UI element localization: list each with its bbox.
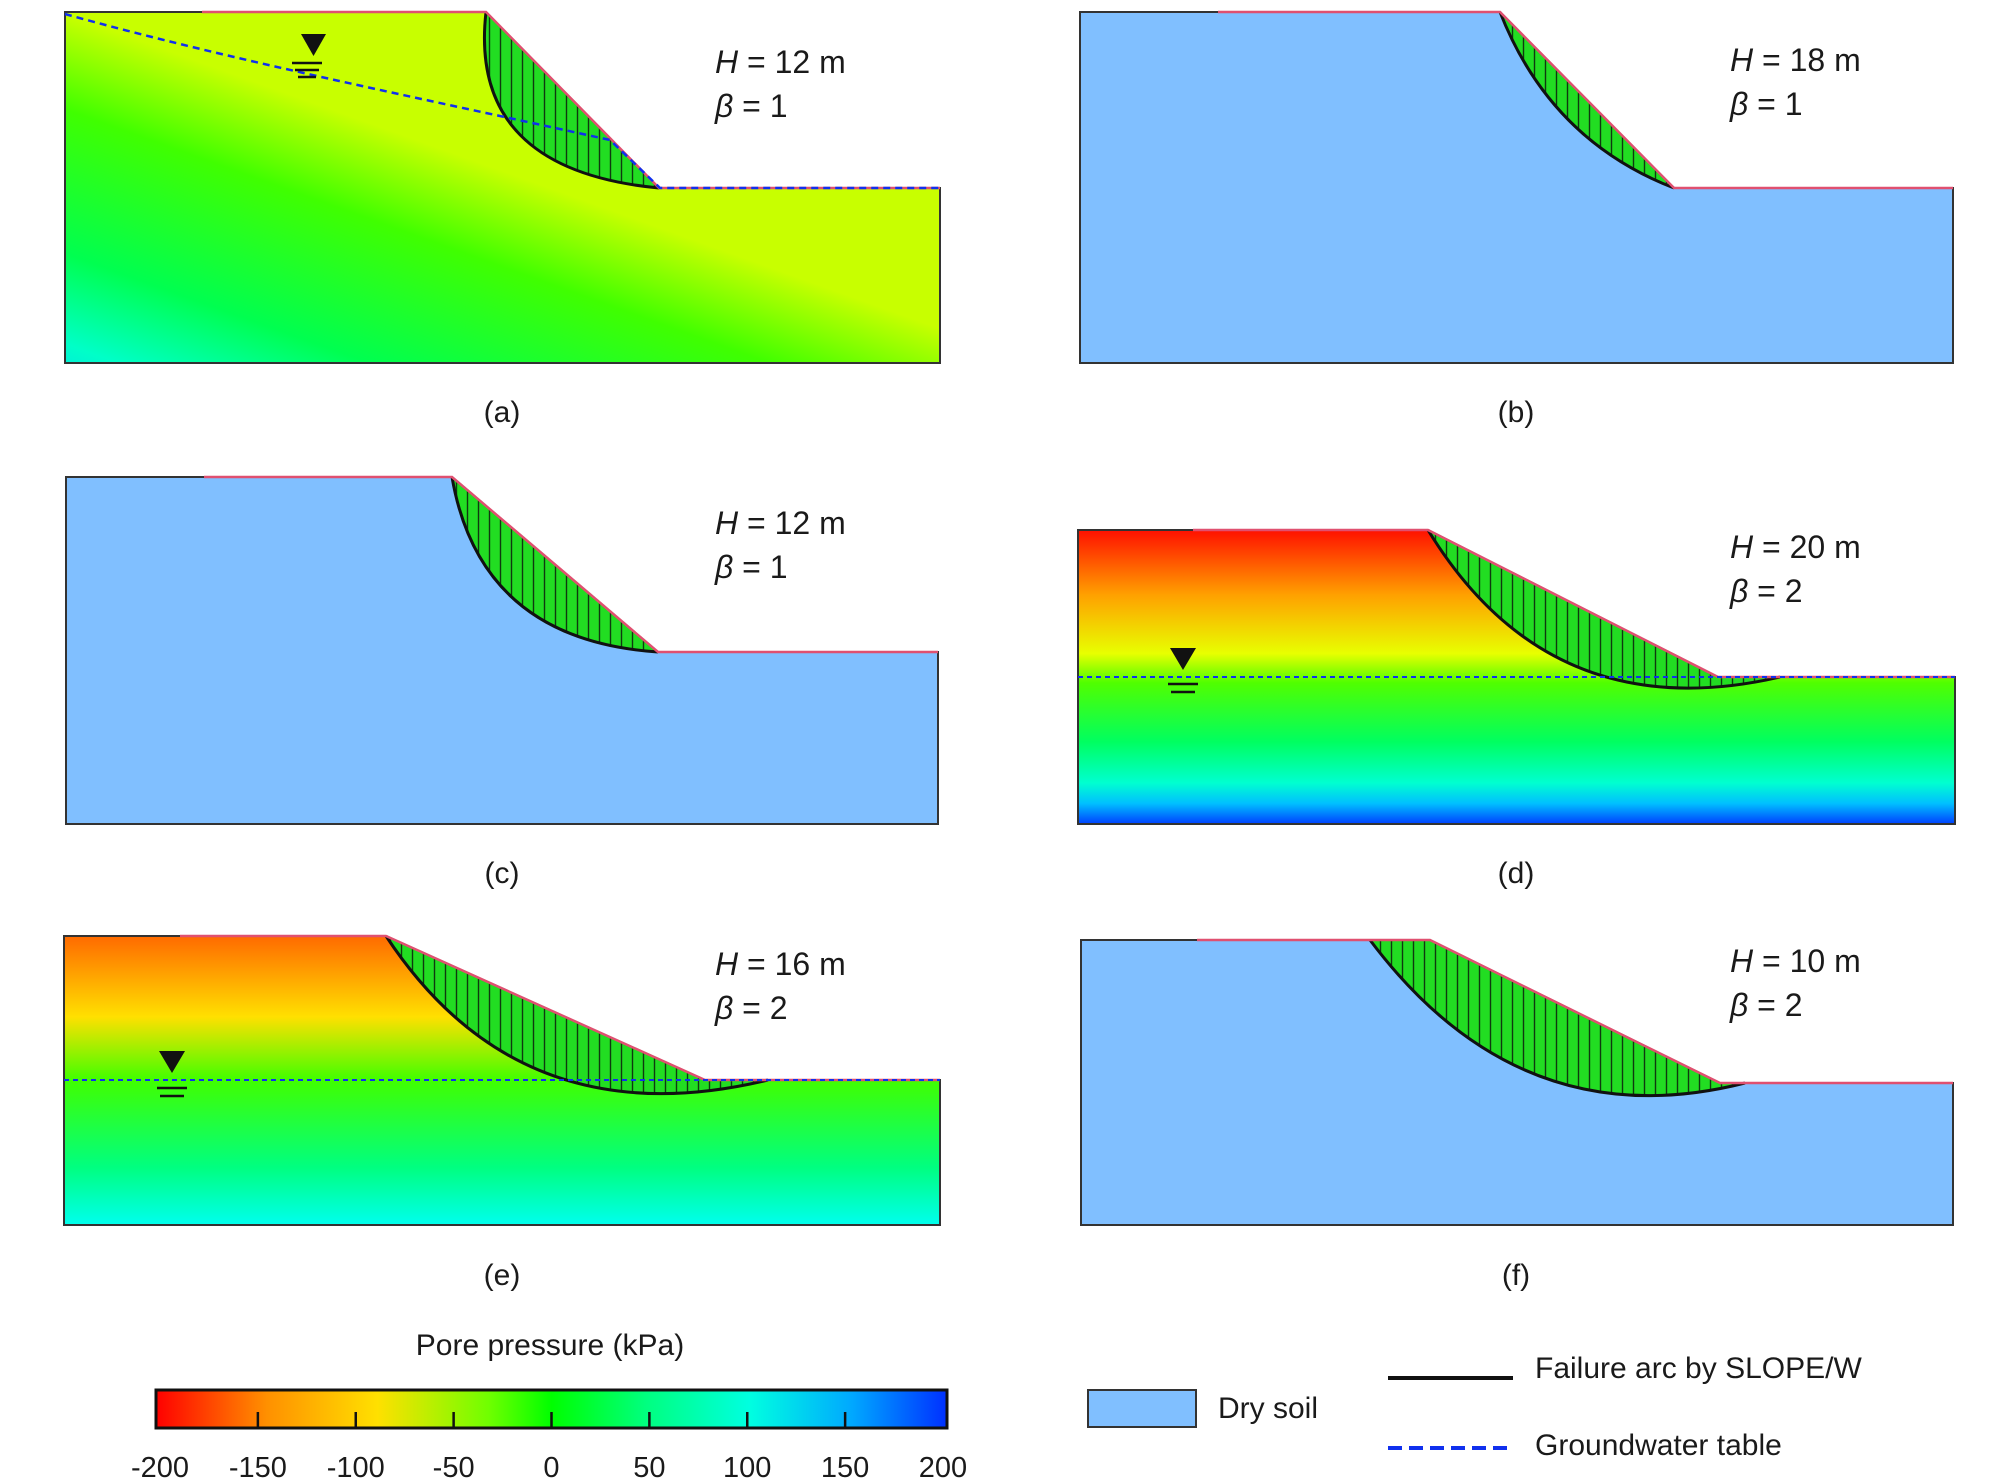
height-value: = 12 m: [738, 44, 846, 80]
dry-soil-swatch: [1087, 1389, 1197, 1428]
legend: Dry soil Failure arc by SLOPE/W Groundwa…: [1087, 1352, 1862, 1462]
panel-label: (c): [485, 857, 520, 890]
colorbar-tick-label: 50: [633, 1452, 665, 1479]
height-symbol: H: [1730, 943, 1754, 979]
colorbar-tick-label: 0: [543, 1452, 559, 1479]
beta-value: = 1: [733, 88, 787, 124]
colorbar-tick-label: 150: [821, 1452, 869, 1479]
beta-symbol: β: [1729, 86, 1748, 122]
groundwater-table: [64, 12, 940, 190]
svg-text:β = 1: β = 1: [714, 549, 788, 585]
svg-text:β = 2: β = 2: [714, 990, 788, 1026]
failure-arc: [1498, 11, 1675, 190]
height-symbol: H: [1730, 42, 1754, 78]
height-value: = 12 m: [738, 505, 846, 541]
height-symbol: H: [715, 946, 739, 982]
slope-surface: [1197, 938, 1953, 1085]
colorbar-tick-label: -100: [327, 1452, 385, 1479]
height-value: = 20 m: [1753, 529, 1861, 565]
beta-value: = 2: [733, 990, 787, 1026]
water-table-symbol: [292, 34, 326, 79]
beta-value: = 2: [1748, 987, 1802, 1023]
beta-symbol: β: [714, 88, 733, 124]
failure-arc: [384, 935, 769, 1096]
beta-symbol: β: [1729, 987, 1748, 1023]
colorbar-tick-label: 200: [919, 1452, 967, 1479]
panel-label: (d): [1498, 857, 1535, 890]
height-symbol: H: [715, 44, 739, 80]
beta-symbol: β: [714, 549, 733, 585]
failure-arc: [1426, 529, 1781, 690]
water-table-symbol: [157, 1051, 187, 1098]
panel-e: H = 16 m β = 2 (e): [63, 934, 941, 1292]
panel-label: (b): [1498, 396, 1535, 429]
panel-label: (e): [484, 1259, 521, 1292]
failure-arc-label: Failure arc by SLOPE/W: [1535, 1352, 1862, 1385]
panel-b: H = 18 m β = 1 (b): [1079, 10, 1954, 429]
panel-d: H = 20 m β = 2 (d): [1077, 528, 1956, 890]
svg-text:H = 12 m: H = 12 m: [715, 505, 846, 541]
svg-text:H = 10 m: H = 10 m: [1730, 943, 1861, 979]
slope-surface: [1218, 10, 1953, 190]
panel-f: H = 10 m β = 2 (f): [1080, 938, 1954, 1292]
beta-value: = 2: [1748, 573, 1802, 609]
failure-mass: [386, 936, 768, 1094]
slope-surface: [204, 475, 938, 654]
svg-text:β = 1: β = 1: [1729, 86, 1803, 122]
beta-value: = 1: [733, 549, 787, 585]
colorbar-tick-label: -200: [131, 1452, 189, 1479]
height-symbol: H: [715, 505, 739, 541]
failure-arc: [1368, 939, 1746, 1098]
svg-text:H = 18 m: H = 18 m: [1730, 42, 1861, 78]
beta-value: = 1: [1748, 86, 1802, 122]
svg-text:β = 2: β = 2: [1729, 987, 1803, 1023]
svg-text:H = 16 m: H = 16 m: [715, 946, 846, 982]
panel-c: H = 12 m β = 1 (c): [65, 475, 939, 890]
panel-label: (f): [1502, 1259, 1530, 1292]
svg-text:β = 2: β = 2: [1729, 573, 1803, 609]
failure-mass: [1370, 940, 1745, 1096]
colorbar-tick-label: -150: [229, 1452, 287, 1479]
beta-symbol: β: [1729, 573, 1748, 609]
colorbar-ticks: -200 -150 -100 -50 0 50 100 150 200: [131, 1412, 967, 1479]
height-value: = 10 m: [1753, 943, 1861, 979]
colorbar-tick-label: 100: [723, 1452, 771, 1479]
colorbar-tick-label: -50: [433, 1452, 475, 1479]
failure-arc: [450, 476, 659, 654]
svg-text:β = 1: β = 1: [714, 88, 788, 124]
panel-a: H = 12 m β = 1 (a): [64, 10, 941, 429]
dry-soil-label: Dry soil: [1218, 1392, 1318, 1425]
height-value: = 18 m: [1753, 42, 1861, 78]
colorbar-title: Pore pressure (kPa): [416, 1329, 684, 1362]
groundwater-label: Groundwater table: [1535, 1429, 1782, 1462]
height-value: = 16 m: [738, 946, 846, 982]
height-symbol: H: [1730, 529, 1754, 565]
failure-mass: [1428, 530, 1780, 689]
colorbar: Pore pressure (kPa) -200 -150 -100 -50 0 50 10…: [131, 1329, 967, 1479]
failure-arc: [483, 11, 660, 190]
panel-label: (a): [484, 396, 521, 429]
svg-text:H = 20 m: H = 20 m: [1730, 529, 1861, 565]
water-table-symbol: [1168, 648, 1198, 694]
svg-text:H = 12 m: H = 12 m: [715, 44, 846, 80]
beta-symbol: β: [714, 990, 733, 1026]
